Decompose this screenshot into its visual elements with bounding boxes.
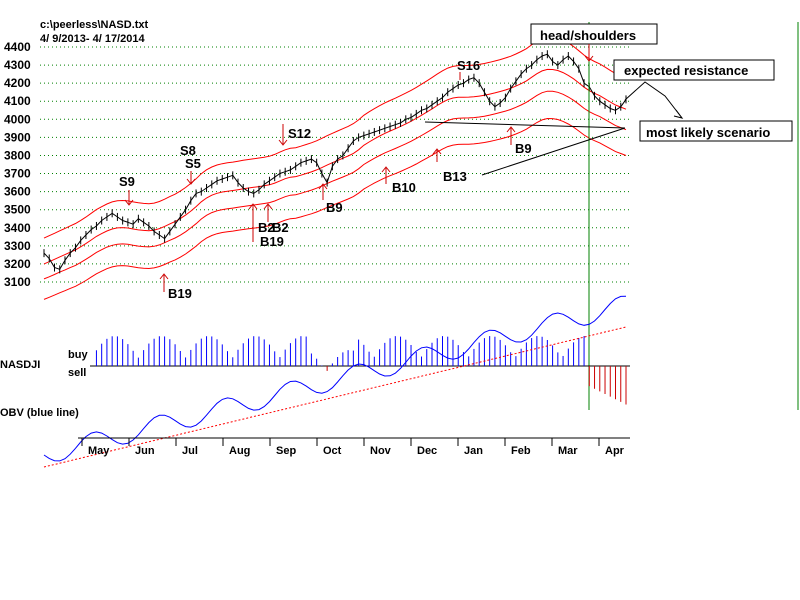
x-tick-label: Apr (605, 445, 625, 457)
svg-text:B9: B9 (326, 200, 343, 215)
svg-text:B2: B2 (272, 220, 289, 235)
x-tick-label: May (88, 445, 110, 457)
x-tick-label: Jan (464, 445, 483, 457)
signal-b2-b: B2 (263, 203, 289, 235)
signal-s8: S8 (180, 143, 196, 158)
scenario-path (624, 81, 683, 119)
svg-text:B9: B9 (515, 141, 532, 156)
x-tick-label: Aug (229, 445, 250, 457)
y-tick-label: 4200 (4, 76, 31, 90)
y-tick-label: 3900 (4, 130, 31, 144)
x-tick-label: Jul (182, 445, 198, 457)
signal-s9: S9 (119, 174, 135, 206)
scenario-arrowhead (673, 109, 684, 119)
signal-b2-a: B2 (248, 203, 275, 242)
signals: S9 S8 S5 S12 S16 B19 B2 B2 (119, 58, 532, 301)
buy-label: buy (68, 349, 88, 361)
price-series (43, 50, 627, 274)
indicator-panel (43, 295, 630, 468)
y-tick-label: 3600 (4, 185, 31, 199)
svg-text:S16: S16 (457, 58, 480, 73)
svg-text:B19: B19 (168, 286, 192, 301)
x-tick-label: Nov (370, 445, 392, 457)
annotation-most-likely-scenario: most likely scenario (639, 120, 793, 142)
x-tick-label: Jun (135, 445, 155, 457)
y-tick-label: 4000 (4, 112, 31, 126)
band-line (43, 117, 627, 300)
x-tick-label: Oct (323, 445, 342, 457)
svg-text:most likely scenario: most likely scenario (646, 125, 770, 140)
y-tick-label: 4400 (4, 40, 31, 54)
svg-text:B19: B19 (260, 234, 284, 249)
x-tick-label: Sep (276, 445, 296, 457)
neckline (424, 121, 626, 129)
neckline-trend (481, 127, 626, 176)
y-tick-label: 3400 (4, 221, 31, 235)
svg-text:S5: S5 (185, 156, 201, 171)
y-tick-label: 3100 (4, 275, 31, 289)
svg-text:head/shoulders: head/shoulders (540, 28, 636, 43)
svg-text:B10: B10 (392, 180, 416, 195)
signal-b19-b: B19 (260, 234, 284, 249)
svg-text:S8: S8 (180, 143, 196, 158)
price-line (43, 53, 627, 270)
svg-text:expected resistance: expected resistance (624, 63, 748, 78)
svg-text:B2: B2 (258, 220, 275, 235)
y-tick-label: 3200 (4, 257, 31, 271)
signal-b13: B13 (432, 148, 467, 184)
band-line (43, 36, 627, 239)
signal-b19-a: B19 (159, 273, 192, 301)
x-axis: May Jun Jul Aug Sep Oct Nov Dec Jan Feb Mar Apr (78, 437, 630, 457)
y-axis-ticks: 4400 4300 4200 4100 4000 3900 3800 3700 3600 3500… (4, 40, 31, 289)
x-tick-label: Feb (511, 445, 531, 457)
svg-text:S9: S9 (119, 174, 135, 189)
bands (43, 36, 627, 300)
chart-title: c:\peerless\NASD.txt (40, 19, 149, 31)
sell-label: sell (68, 367, 86, 379)
y-tick-label: 4300 (4, 58, 31, 72)
y-tick-label: 3500 (4, 203, 31, 217)
x-tick-label: Dec (417, 445, 437, 457)
signal-b9-b: B9 (506, 126, 532, 156)
x-tick-label: Mar (558, 445, 578, 457)
y-tick-label: 4100 (4, 94, 31, 108)
indicator-label: NASDJI (0, 359, 40, 371)
svg-text:B13: B13 (443, 169, 467, 184)
band-line (43, 90, 627, 280)
gridlines (40, 46, 630, 283)
band-line (43, 68, 627, 265)
y-tick-label: 3700 (4, 167, 31, 181)
annotation-head-shoulders: head/shoulders (530, 23, 658, 62)
annotation-expected-resistance: expected resistance (613, 59, 775, 81)
signal-s5: S5 (185, 156, 201, 185)
signal-s12: S12 (278, 124, 311, 146)
svg-text:S12: S12 (288, 126, 311, 141)
obv-line (43, 295, 627, 462)
signal-s16: S16 (457, 58, 480, 80)
y-tick-label: 3800 (4, 148, 31, 162)
y-tick-label: 3300 (4, 239, 31, 253)
signal-b9-a: B9 (318, 183, 343, 215)
obv-label: OBV (blue line) (0, 407, 79, 419)
chart-subtitle: 4/ 9/2013- 4/ 17/2014 (40, 33, 145, 45)
signal-b10: B10 (381, 166, 416, 195)
